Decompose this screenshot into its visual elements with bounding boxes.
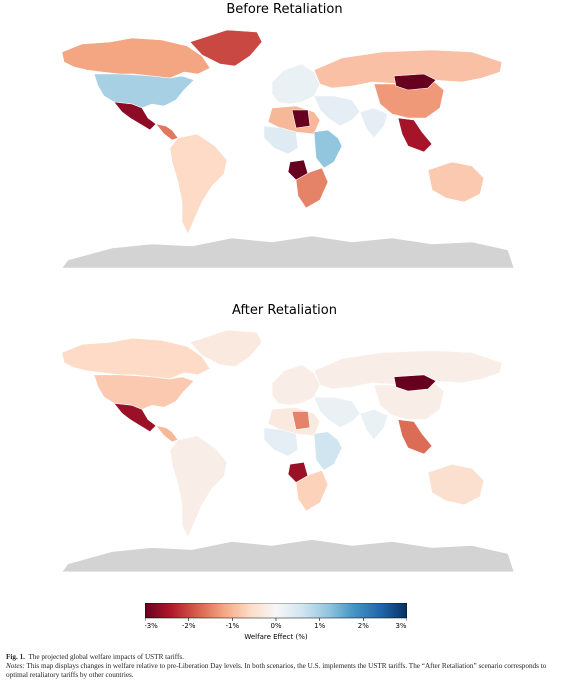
after-region-australia xyxy=(427,463,485,506)
colorbar: -3% -2% -1% 0% 1% 2% 3% Welfare Effect (%) xyxy=(145,603,407,641)
after-region-mongolia xyxy=(393,374,437,392)
before-region-mexico xyxy=(113,101,157,131)
figure-notes: Notes: This map displays changes in welf… xyxy=(6,662,566,680)
map-before-retaliation xyxy=(61,29,515,269)
figure-caption: Fig. 1. The projected global welfare imp… xyxy=(6,653,566,662)
colorbar-tick-label: -2% xyxy=(182,622,196,630)
figure-caption-text: The projected global welfare impacts of … xyxy=(28,653,184,661)
before-region-canada xyxy=(61,37,211,79)
colorbar-tick-label: 1% xyxy=(314,622,325,630)
before-region-mongolia xyxy=(393,73,437,91)
before-region-southeast-asia xyxy=(397,117,433,153)
notes-text: This map displays changes in welfare rel… xyxy=(6,662,547,679)
map-after-retaliation xyxy=(61,329,515,573)
before-region-east-africa xyxy=(313,129,343,169)
before-region-south-america xyxy=(169,133,228,235)
before-region-southern-africa xyxy=(295,167,329,209)
colorbar-tick-label: 0% xyxy=(270,622,281,630)
before-region-middle-east xyxy=(313,95,361,127)
colorbar-tick-label: 3% xyxy=(395,622,406,630)
before-region-central-america xyxy=(155,123,179,141)
panel-title-before: Before Retaliation xyxy=(226,2,343,17)
before-region-west-africa xyxy=(263,125,299,155)
before-region-russia xyxy=(313,49,503,89)
before-region-europe xyxy=(271,63,321,105)
after-region-central-america xyxy=(155,425,179,443)
after-region-greenland xyxy=(189,329,263,368)
after-region-united-states xyxy=(93,374,195,410)
after-region-southern-africa xyxy=(295,469,329,512)
notes-label: Notes: xyxy=(6,662,25,670)
before-region-antarctica xyxy=(61,235,515,269)
before-region-australia xyxy=(427,161,485,203)
colorbar-label: Welfare Effect (%) xyxy=(244,633,308,641)
panel-title-after: After Retaliation xyxy=(232,303,337,318)
colorbar-tick-label: -1% xyxy=(226,622,240,630)
after-region-europe xyxy=(271,364,321,406)
figure-label: Fig. 1. xyxy=(6,653,25,661)
after-region-east-africa xyxy=(313,431,343,471)
colorbar-tick-label: 2% xyxy=(358,622,369,630)
after-region-mexico xyxy=(113,402,157,433)
after-region-southeast-asia xyxy=(397,419,433,455)
after-region-south-america xyxy=(169,435,228,539)
colorbar-tick-label: -3% xyxy=(145,622,158,630)
colorbar-gradient xyxy=(145,603,407,619)
after-region-west-africa xyxy=(263,427,299,457)
after-region-india xyxy=(359,409,389,441)
after-region-antarctica xyxy=(61,539,515,573)
after-region-middle-east xyxy=(313,396,361,429)
before-region-greenland xyxy=(189,29,263,67)
after-region-libya xyxy=(291,411,311,431)
after-region-canada xyxy=(61,337,211,380)
before-region-libya xyxy=(291,109,311,129)
after-region-russia xyxy=(313,350,503,390)
before-region-india xyxy=(359,107,389,139)
before-region-united-states xyxy=(93,73,195,109)
